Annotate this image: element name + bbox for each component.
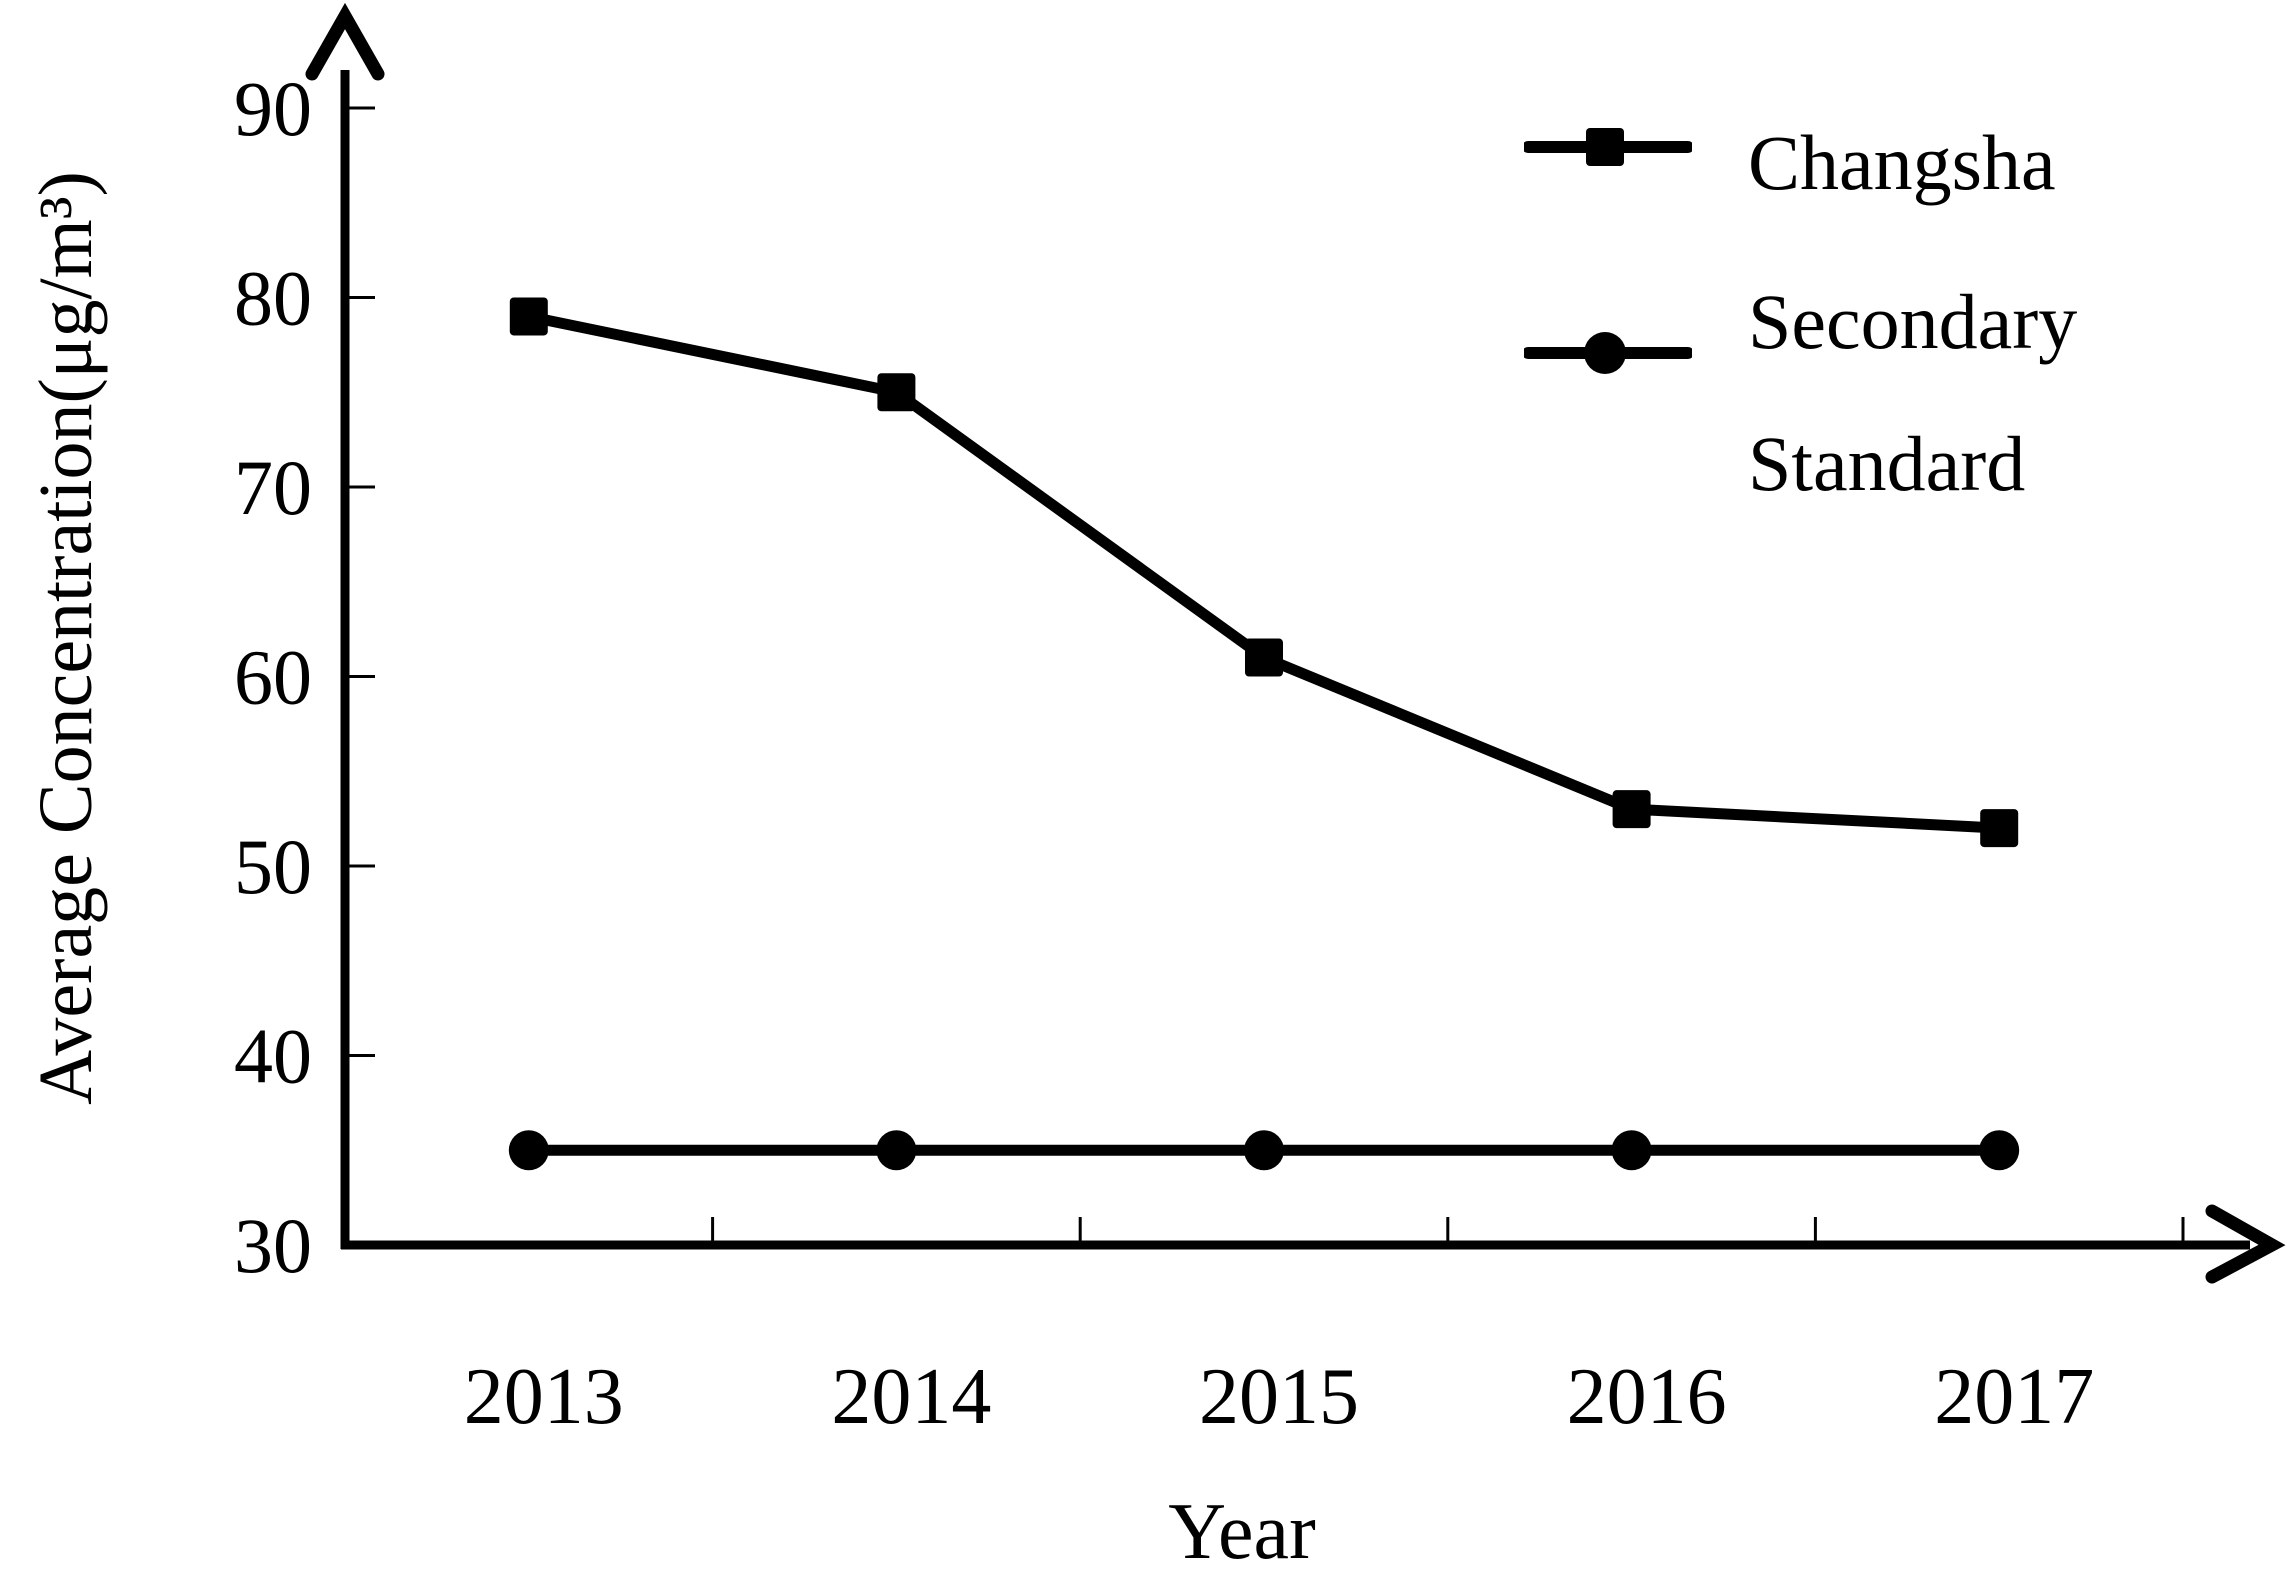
data-point-changsha-2016 (1612, 790, 1651, 829)
y-axis-arrow-icon (305, 2, 385, 81)
y-tick-label: 40 (234, 1013, 312, 1100)
y-axis-title: Average Concentration(μg/m³) (24, 171, 108, 1105)
y-tick-label: 70 (234, 444, 312, 531)
x-tick-label: 2017 (1934, 1353, 2094, 1441)
data-point-secondary-standard-2015 (1244, 1130, 1284, 1171)
x-tick-label: 2013 (464, 1353, 624, 1441)
data-point-secondary-standard-2013 (508, 1130, 549, 1171)
data-point-secondary-standard-2017 (1979, 1130, 2020, 1171)
y-tick-label: 30 (234, 1202, 312, 1289)
data-point-secondary-standard-2016 (1611, 1130, 1652, 1171)
data-point-secondary-standard-2014 (876, 1130, 917, 1171)
y-tick-label: 80 (234, 255, 312, 342)
data-point-changsha-2017 (1980, 809, 2019, 848)
series-changsha-line (527, 311, 2000, 834)
x-tick-label: 2014 (831, 1353, 991, 1441)
x-tick-label: 2016 (1567, 1353, 1727, 1441)
data-point-changsha-2013 (509, 297, 548, 336)
data-point-changsha-2015 (1245, 638, 1283, 677)
data-point-changsha-2014 (877, 373, 916, 412)
x-axis-arrow-icon (2205, 1204, 2286, 1284)
y-tick-label: 50 (234, 823, 312, 910)
x-axis-title: Year (1168, 1488, 1316, 1571)
y-tick-label: 60 (234, 634, 312, 721)
y-tick-label: 90 (234, 65, 312, 152)
x-tick-label: 2015 (1199, 1353, 1359, 1441)
